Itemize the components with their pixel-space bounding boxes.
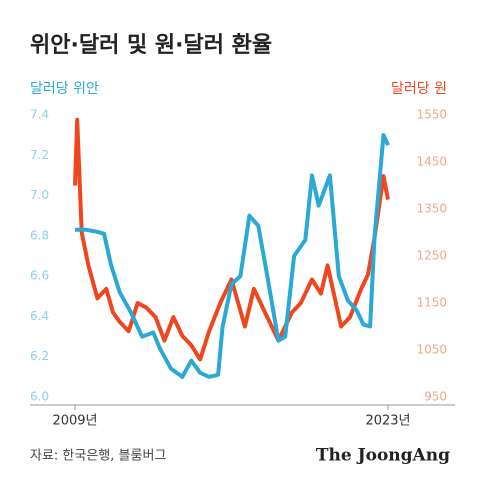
y-tick-label: 6.4 xyxy=(30,309,49,323)
brand: The JoongAng xyxy=(316,446,450,466)
y-tick-label: 6.2 xyxy=(30,349,49,363)
y2-tick-label: 1050 xyxy=(416,343,447,357)
x-tick-label: 2023년 xyxy=(365,414,410,429)
y-tick-label: 7.0 xyxy=(30,188,49,202)
y2-tick-label: 1150 xyxy=(416,296,447,310)
y2-axis-label: 달러당 원 xyxy=(391,81,447,97)
x-tick-label: 2009년 xyxy=(52,414,97,429)
series-line xyxy=(73,117,390,362)
chart-title: 위안·달러 및 원·달러 환율 xyxy=(30,33,272,58)
y-tick-label: 7.4 xyxy=(30,108,49,122)
source: 자료: 한국은행, 블룸버그 xyxy=(30,448,166,464)
y2-tick-label: 1350 xyxy=(416,202,447,216)
y2-tick-label: 1450 xyxy=(416,155,447,169)
y2-tick-label: 1550 xyxy=(416,108,447,122)
y-tick-label: 6.8 xyxy=(30,228,49,242)
y-tick-label: 6.6 xyxy=(30,269,49,283)
series-line xyxy=(75,133,390,379)
y-tick-label: 6.0 xyxy=(30,390,49,404)
y-axis-label: 달러당 위안 xyxy=(30,81,99,97)
y-tick-label: 7.2 xyxy=(30,148,49,162)
y2-tick-label: 1250 xyxy=(416,249,447,263)
y2-tick-label: 950 xyxy=(424,390,447,404)
